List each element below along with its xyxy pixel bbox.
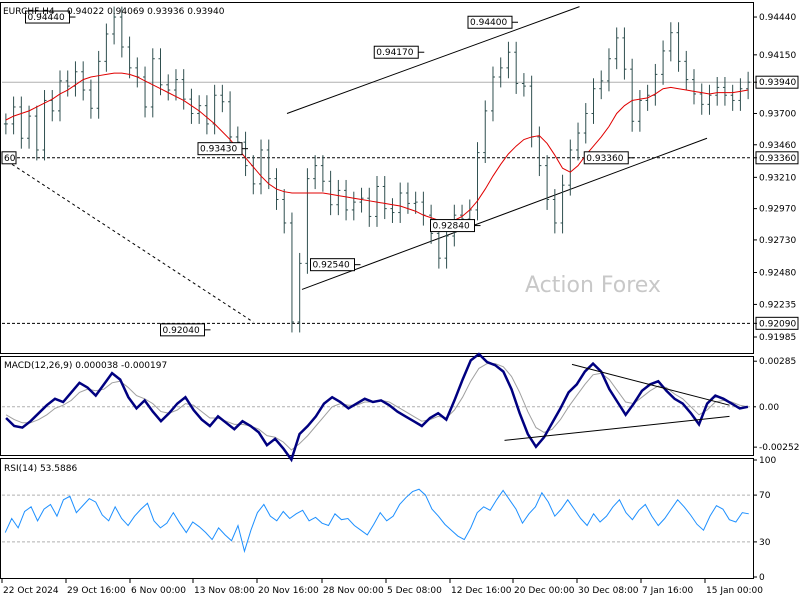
time-axis-label: 13 Nov 08:00 <box>194 586 255 596</box>
price-annotation-label: 0.94400 <box>470 18 507 28</box>
price-axis-label: 0.92235 <box>759 300 796 310</box>
macd-line <box>5 352 749 463</box>
price-axis-label: 0.93460 <box>759 141 796 151</box>
dotted-trend-line <box>1 157 254 323</box>
price-axis-label: 0.92970 <box>759 205 796 215</box>
rsi-axis-label: 70 <box>759 491 771 501</box>
macd-title: MACD(12,26,9) 0.000038 -0.000197 <box>4 361 167 371</box>
price-axis-label: 0.93210 <box>759 173 796 183</box>
price-annotation-label: 0.92540 <box>313 261 350 271</box>
price-axis-label: 0.92090 <box>759 319 796 329</box>
channel-upper-line <box>286 6 580 114</box>
time-axis-label: 30 Dec 08:00 <box>578 586 639 596</box>
price-axis-label: 0.93700 <box>759 109 796 119</box>
time-axis-label: 6 Nov 00:00 <box>131 586 186 596</box>
rsi-axis-label: 0 <box>759 573 765 583</box>
moving-average-line <box>5 72 749 223</box>
price-annotation-label: 60 <box>4 154 16 164</box>
macd-axis-marker <box>756 400 782 413</box>
time-axis-label: 15 Jan 00:00 <box>706 586 763 596</box>
price-annotation-box <box>1 151 17 165</box>
macd-trend-lower <box>504 415 730 441</box>
chart-ohlc: 0.94022 0.94069 0.93936 0.93940 <box>67 7 225 17</box>
axis-layer: 0.94440 0.94150 0.93940 0.93700 0.93460 0.933… <box>1 13 800 596</box>
price-axis-label: 0.94440 <box>759 13 796 23</box>
price-axis-label: 0.92480 <box>759 268 796 278</box>
rsi-axis-label: 30 <box>759 538 771 548</box>
channel-lower-line <box>301 137 708 290</box>
rsi-axis-label: 100 <box>759 456 776 466</box>
macd-panel-frame <box>0 356 754 456</box>
rsi-layer <box>2 488 752 554</box>
time-axis-label: 28 Nov 00:00 <box>323 586 384 596</box>
macd-layer <box>2 352 752 463</box>
chart-symbol: EURCHF,H4 <box>3 7 55 17</box>
macd-axis-label: -0.002521 <box>759 443 800 453</box>
time-axis-label: 20 Nov 16:00 <box>258 586 319 596</box>
price-axis-label: 0.92730 <box>759 236 796 246</box>
macd-axis-zero-label: 0.00 <box>759 403 779 413</box>
price-panel-frame <box>0 2 754 354</box>
price-annotation-label: 0.93430 <box>200 145 237 155</box>
time-axis-label: 7 Jan 16:00 <box>642 586 694 596</box>
price-annotation-label: 0.93360 <box>586 154 623 164</box>
price-annotation-label: 0.94170 <box>376 48 413 58</box>
time-axis-label: 22 Oct 2024 <box>3 586 59 596</box>
rsi-line <box>4 488 749 554</box>
price-axis-label: 0.91985 <box>759 333 796 343</box>
price-annotation-label: 0.94440 <box>28 13 65 23</box>
watermark: Action Forex <box>525 273 661 298</box>
time-axis-label: 29 Oct 16:00 <box>67 586 126 596</box>
time-axis-label: 5 Dec 08:00 <box>387 586 442 596</box>
rsi-panel-frame <box>0 458 754 579</box>
price-layer: 0.94440 0.94170 0.94400 0.93430 0.93360 0.928… <box>1 6 752 337</box>
price-annotation-label: 0.92040 <box>163 326 200 336</box>
price-axis-label: 0.93940 <box>759 78 796 88</box>
price-annotation-label: 0.92840 <box>433 222 470 232</box>
rsi-title: RSI(14) 53.5886 <box>4 464 77 474</box>
price-axis-label: 0.94150 <box>759 51 796 61</box>
price-axis-label: 0.93360 <box>759 154 796 164</box>
macd-axis-label: 0.00285 <box>759 357 796 367</box>
time-axis-label: 20 Dec 00:00 <box>514 586 575 596</box>
time-axis-label: 12 Dec 16:00 <box>451 586 512 596</box>
macd-trend-upper <box>571 363 730 406</box>
